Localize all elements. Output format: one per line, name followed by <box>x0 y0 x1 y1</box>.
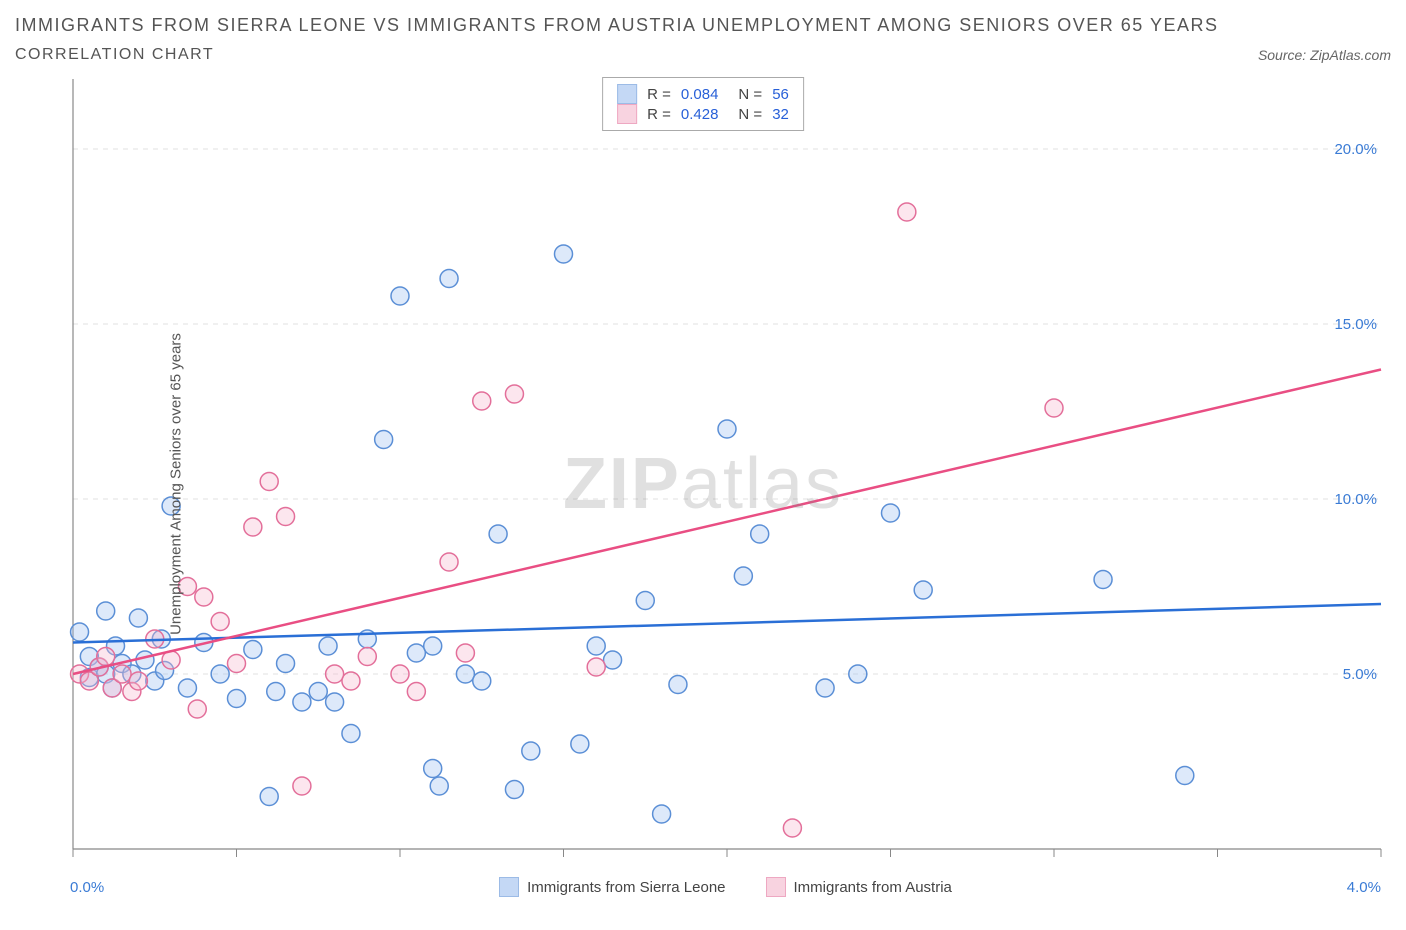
series-legend: Immigrants from Sierra Leone Immigrants f… <box>499 877 952 897</box>
series-name: Immigrants from Sierra Leone <box>527 879 725 896</box>
legend-r-label: R = <box>647 86 671 103</box>
scatter-chart: 5.0% 10.0% 15.0% 20.0% <box>15 69 1391 899</box>
source-label: Source: ZipAtlas.com <box>1258 47 1391 63</box>
legend-swatch <box>499 877 519 897</box>
correlation-legend: R = 0.084 N = 56 R = 0.428 N = 32 <box>602 77 804 131</box>
legend-n-value: 32 <box>772 106 789 123</box>
legend-n-value: 56 <box>772 86 789 103</box>
legend-swatch <box>766 877 786 897</box>
legend-n-label: N = <box>738 86 762 103</box>
x-axis-min-label: 0.0% <box>70 879 104 896</box>
legend-swatch <box>617 84 637 104</box>
legend-row: R = 0.428 N = 32 <box>617 104 789 124</box>
svg-text:10.0%: 10.0% <box>1334 491 1377 508</box>
x-axis-max-label: 4.0% <box>1347 879 1381 896</box>
legend-r-label: R = <box>647 106 671 123</box>
chart-title: IMMIGRANTS FROM SIERRA LEONE VS IMMIGRAN… <box>15 15 1391 36</box>
legend-r-value: 0.428 <box>681 106 719 123</box>
legend-swatch <box>617 104 637 124</box>
svg-text:5.0%: 5.0% <box>1343 666 1377 683</box>
svg-text:20.0%: 20.0% <box>1334 141 1377 158</box>
legend-row: R = 0.084 N = 56 <box>617 84 789 104</box>
x-axis-legend-row: 0.0% Immigrants from Sierra LeoneImmigra… <box>15 877 1391 897</box>
legend-r-value: 0.084 <box>681 86 719 103</box>
series-legend-item: Immigrants from Austria <box>766 877 952 897</box>
series-name: Immigrants from Austria <box>794 879 952 896</box>
svg-text:15.0%: 15.0% <box>1334 316 1377 333</box>
chart-container: Unemployment Among Seniors over 65 years… <box>15 69 1391 899</box>
legend-n-label: N = <box>738 106 762 123</box>
series-legend-item: Immigrants from Sierra Leone <box>499 877 725 897</box>
y-axis-label: Unemployment Among Seniors over 65 years <box>167 333 184 635</box>
subtitle-row: CORRELATION CHART Source: ZipAtlas.com <box>15 46 1391 64</box>
chart-subtitle: CORRELATION CHART <box>15 46 214 64</box>
